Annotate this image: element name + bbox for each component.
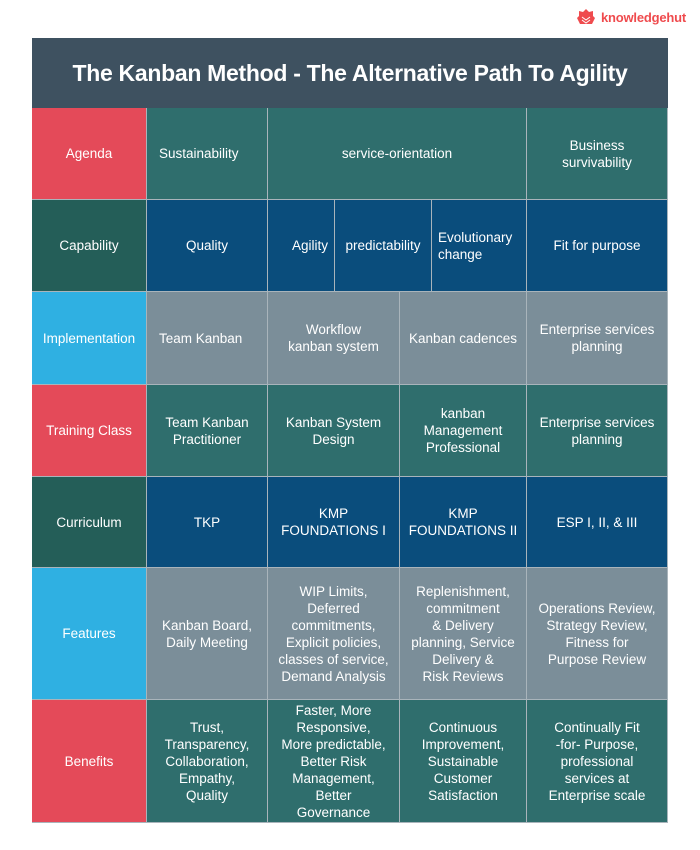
training-cell: Enterprise services planning bbox=[527, 385, 668, 477]
training-cell: Kanban System Design bbox=[268, 385, 400, 477]
capability-cell: predictability bbox=[335, 200, 432, 292]
benefits-cell: Trust, Transparency, Collaboration, Empa… bbox=[147, 700, 268, 823]
benefits-cell: Continually Fit -for- Purpose, professio… bbox=[527, 700, 668, 823]
capability-cell: Evolutionary change bbox=[432, 200, 527, 292]
implementation-cell: Workflow kanban system bbox=[268, 292, 400, 385]
curriculum-cell: TKP bbox=[147, 477, 268, 568]
features-cell: Replenishment, commitment & Delivery pla… bbox=[400, 568, 527, 700]
knowledgehut-logo-icon bbox=[577, 9, 595, 24]
row-label-agenda: Agenda bbox=[32, 108, 147, 200]
row-label-features: Features bbox=[32, 568, 147, 700]
benefits-cell: Faster, More Responsive, More predictabl… bbox=[268, 700, 400, 823]
row-label-capability: Capability bbox=[32, 200, 147, 292]
curriculum-cell: KMP FOUNDATIONS I bbox=[268, 477, 400, 568]
row-label-training-class: Training Class bbox=[32, 385, 147, 477]
brand-name: knowledgehut bbox=[601, 9, 686, 25]
capability-cell: Quality bbox=[147, 200, 268, 292]
implementation-cell: Kanban cadences bbox=[400, 292, 527, 385]
agenda-cell: service-orientation bbox=[268, 108, 527, 200]
capability-cell: Fit for purpose bbox=[527, 200, 668, 292]
implementation-cell: Team Kanban bbox=[147, 292, 268, 385]
row-label-curriculum: Curriculum bbox=[32, 477, 147, 568]
training-cell: kanban Management Professional bbox=[400, 385, 527, 477]
page-title: The Kanban Method - The Alternative Path… bbox=[32, 38, 668, 108]
curriculum-cell: ESP I, II, & III bbox=[527, 477, 668, 568]
agenda-cell: Sustainability bbox=[147, 108, 268, 200]
curriculum-cell: KMP FOUNDATIONS II bbox=[400, 477, 527, 568]
features-cell: Kanban Board, Daily Meeting bbox=[147, 568, 268, 700]
capability-cell: Agility bbox=[268, 200, 335, 292]
agenda-cell: Business survivability bbox=[527, 108, 668, 200]
benefits-cell: Continuous Improvement, Sustainable Cust… bbox=[400, 700, 527, 823]
training-cell: Team Kanban Practitioner bbox=[147, 385, 268, 477]
implementation-cell: Enterprise services planning bbox=[527, 292, 668, 385]
features-cell: Operations Review, Strategy Review, Fitn… bbox=[527, 568, 668, 700]
features-cell: WIP Limits, Deferred commitments, Explic… bbox=[268, 568, 400, 700]
row-label-implementation: Implementation bbox=[32, 292, 147, 385]
row-label-benefits: Benefits bbox=[32, 700, 147, 823]
brand-logo: knowledgehut bbox=[576, 6, 686, 28]
